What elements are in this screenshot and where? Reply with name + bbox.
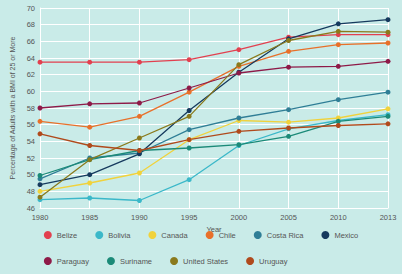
svg-text:2013: 2013 — [380, 213, 397, 222]
svg-text:56: 56 — [27, 120, 35, 129]
svg-text:52: 52 — [27, 154, 35, 163]
svg-text:1985: 1985 — [81, 213, 98, 222]
svg-text:Mexico: Mexico — [334, 231, 358, 240]
svg-text:Year: Year — [206, 225, 222, 235]
svg-text:66: 66 — [27, 37, 35, 46]
svg-text:60: 60 — [27, 87, 35, 96]
svg-text:1980: 1980 — [32, 213, 49, 222]
svg-text:46: 46 — [27, 204, 35, 213]
svg-text:2000: 2000 — [231, 213, 248, 222]
svg-text:70: 70 — [27, 4, 35, 13]
svg-text:Paraguay: Paraguay — [57, 257, 89, 266]
svg-text:68: 68 — [27, 20, 35, 29]
svg-text:1990: 1990 — [131, 213, 148, 222]
svg-text:2005: 2005 — [280, 213, 297, 222]
svg-text:Percentage of Adults with a BM: Percentage of Adults with a BMI of 25 or… — [9, 36, 17, 179]
svg-text:Uruguay: Uruguay — [259, 257, 288, 266]
svg-text:Suriname: Suriname — [120, 257, 152, 266]
svg-text:64: 64 — [27, 54, 35, 63]
svg-text:48: 48 — [27, 187, 35, 196]
svg-text:United States: United States — [183, 257, 228, 266]
svg-text:Belize: Belize — [57, 231, 77, 240]
svg-text:54: 54 — [27, 137, 35, 146]
svg-text:62: 62 — [27, 70, 35, 79]
svg-text:Costa Rica: Costa Rica — [267, 231, 305, 240]
svg-text:Bolivia: Bolivia — [108, 231, 131, 240]
svg-text:Chile: Chile — [219, 231, 236, 240]
svg-text:58: 58 — [27, 104, 35, 113]
svg-text:Canada: Canada — [161, 231, 188, 240]
svg-text:1995: 1995 — [181, 213, 198, 222]
svg-text:50: 50 — [27, 170, 35, 179]
svg-text:2010: 2010 — [330, 213, 347, 222]
